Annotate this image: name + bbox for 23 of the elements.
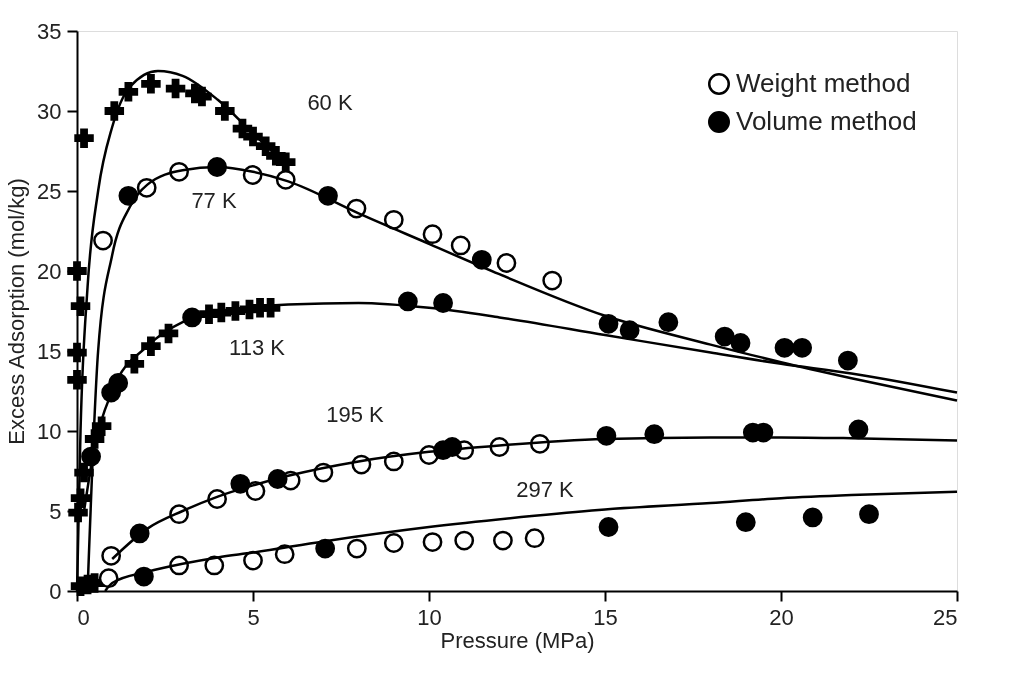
x-tick-label: 5: [247, 604, 260, 630]
y-tick-label: 0: [49, 578, 62, 604]
x-tick-label: 0: [77, 604, 90, 630]
y-tick-label: 15: [37, 338, 62, 364]
x-tick-label: 20: [769, 604, 794, 630]
y-axis-title: Excess Adsorption (mol/kg): [4, 178, 30, 445]
annotation: 113 K: [229, 335, 286, 360]
x-tick-label: 25: [933, 604, 958, 630]
y-tick-label: 25: [37, 178, 62, 204]
y-tick-label: 5: [49, 498, 62, 524]
legend-label: Weight method: [736, 68, 911, 98]
annotation: 77 K: [191, 188, 237, 213]
y-tick-label: 10: [37, 418, 62, 444]
annotation: 60 K: [307, 90, 353, 115]
x-tick-label: 15: [593, 604, 618, 630]
annotation: 297 K: [516, 477, 575, 502]
annotation: 195 K: [326, 402, 385, 427]
x-axis-title: Pressure (MPa): [440, 627, 595, 653]
y-tick-label: 30: [37, 98, 62, 124]
legend-label: Volume method: [736, 106, 917, 136]
y-tick-label: 20: [37, 258, 62, 284]
y-tick-label: 35: [37, 18, 62, 44]
x-tick-label: 10: [417, 604, 442, 630]
